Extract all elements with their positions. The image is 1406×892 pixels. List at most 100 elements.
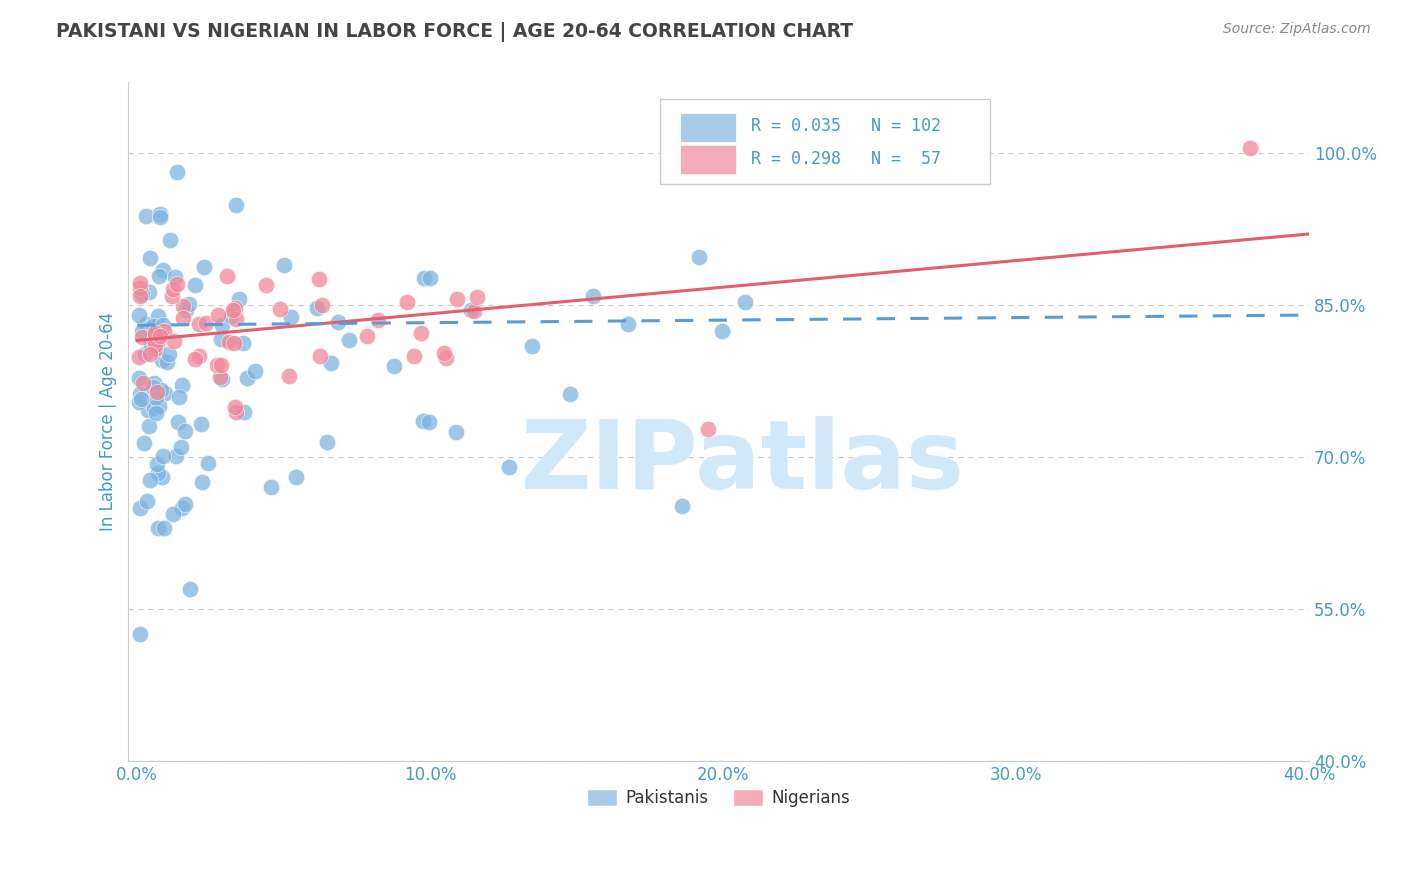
Point	[311, 298, 333, 312]
Point	[225, 405, 247, 419]
Point	[209, 332, 232, 346]
Point	[211, 372, 233, 386]
Point	[131, 376, 153, 390]
Point	[129, 392, 152, 406]
Point	[131, 330, 153, 344]
Point	[463, 303, 485, 318]
Point	[207, 308, 229, 322]
Point	[143, 376, 166, 391]
Point	[150, 470, 173, 484]
Point	[170, 440, 193, 454]
Point	[138, 418, 160, 433]
Point	[191, 475, 214, 489]
Point	[152, 263, 174, 277]
Point	[135, 209, 157, 223]
Point	[177, 297, 200, 311]
Point	[128, 387, 150, 401]
Text: R = 0.035   N = 102: R = 0.035 N = 102	[751, 117, 941, 135]
Point	[671, 499, 693, 513]
Point	[273, 259, 295, 273]
Point	[128, 350, 150, 364]
Point	[434, 351, 457, 366]
Point	[152, 318, 174, 333]
Point	[143, 326, 166, 340]
Point	[218, 335, 240, 350]
Point	[153, 325, 176, 339]
Point	[143, 337, 166, 351]
Point	[187, 350, 209, 364]
Point	[146, 457, 169, 471]
Point	[145, 391, 167, 405]
Point	[150, 353, 173, 368]
Point	[412, 414, 434, 428]
Point	[446, 292, 468, 306]
Point	[222, 302, 245, 317]
Point	[225, 312, 247, 326]
Point	[150, 327, 173, 342]
Point	[149, 210, 172, 224]
Point	[162, 282, 184, 296]
FancyBboxPatch shape	[659, 99, 990, 184]
Point	[142, 380, 165, 394]
Point	[148, 466, 170, 480]
Point	[280, 310, 302, 324]
Point	[135, 317, 157, 331]
Point	[395, 295, 418, 310]
Point	[142, 326, 165, 340]
Point	[128, 281, 150, 295]
Point	[155, 385, 177, 400]
Point	[160, 289, 183, 303]
Point	[307, 301, 329, 316]
Point	[194, 316, 217, 330]
Point	[149, 207, 172, 221]
Point	[211, 318, 233, 333]
Point	[135, 494, 157, 508]
Point	[142, 334, 165, 348]
Point	[170, 378, 193, 392]
Point	[209, 358, 232, 372]
Text: ZIPatlas: ZIPatlas	[520, 416, 965, 508]
Point	[145, 406, 167, 420]
Point	[128, 500, 150, 515]
Point	[139, 473, 162, 487]
Point	[134, 347, 156, 361]
Point	[243, 364, 266, 378]
Point	[190, 417, 212, 432]
Point	[174, 302, 197, 317]
Point	[617, 318, 640, 332]
Point	[143, 343, 166, 357]
Text: Source: ZipAtlas.com: Source: ZipAtlas.com	[1223, 22, 1371, 37]
Point	[467, 290, 489, 304]
Point	[129, 289, 152, 303]
Point	[582, 289, 605, 303]
Point	[131, 287, 153, 301]
Point	[193, 260, 215, 274]
Point	[173, 497, 195, 511]
Point	[139, 251, 162, 265]
Point	[148, 399, 170, 413]
Point	[136, 403, 159, 417]
Point	[172, 310, 194, 325]
Legend: Pakistanis, Nigerians: Pakistanis, Nigerians	[581, 782, 858, 814]
Point	[184, 352, 207, 367]
Y-axis label: In Labor Force | Age 20-64: In Labor Force | Age 20-64	[100, 312, 117, 531]
Point	[328, 315, 350, 329]
Point	[498, 459, 520, 474]
Point	[232, 335, 254, 350]
Point	[402, 349, 425, 363]
Point	[128, 371, 150, 385]
Point	[138, 285, 160, 300]
Point	[197, 456, 219, 470]
Point	[139, 338, 162, 352]
Point	[145, 342, 167, 356]
Point	[172, 299, 194, 313]
Point	[138, 347, 160, 361]
Point	[129, 627, 152, 641]
Point	[187, 317, 209, 331]
Point	[285, 470, 308, 484]
Point	[337, 333, 360, 347]
Point	[165, 449, 187, 463]
FancyBboxPatch shape	[681, 145, 737, 174]
Point	[149, 384, 172, 398]
Text: PAKISTANI VS NIGERIAN IN LABOR FORCE | AGE 20-64 CORRELATION CHART: PAKISTANI VS NIGERIAN IN LABOR FORCE | A…	[56, 22, 853, 42]
